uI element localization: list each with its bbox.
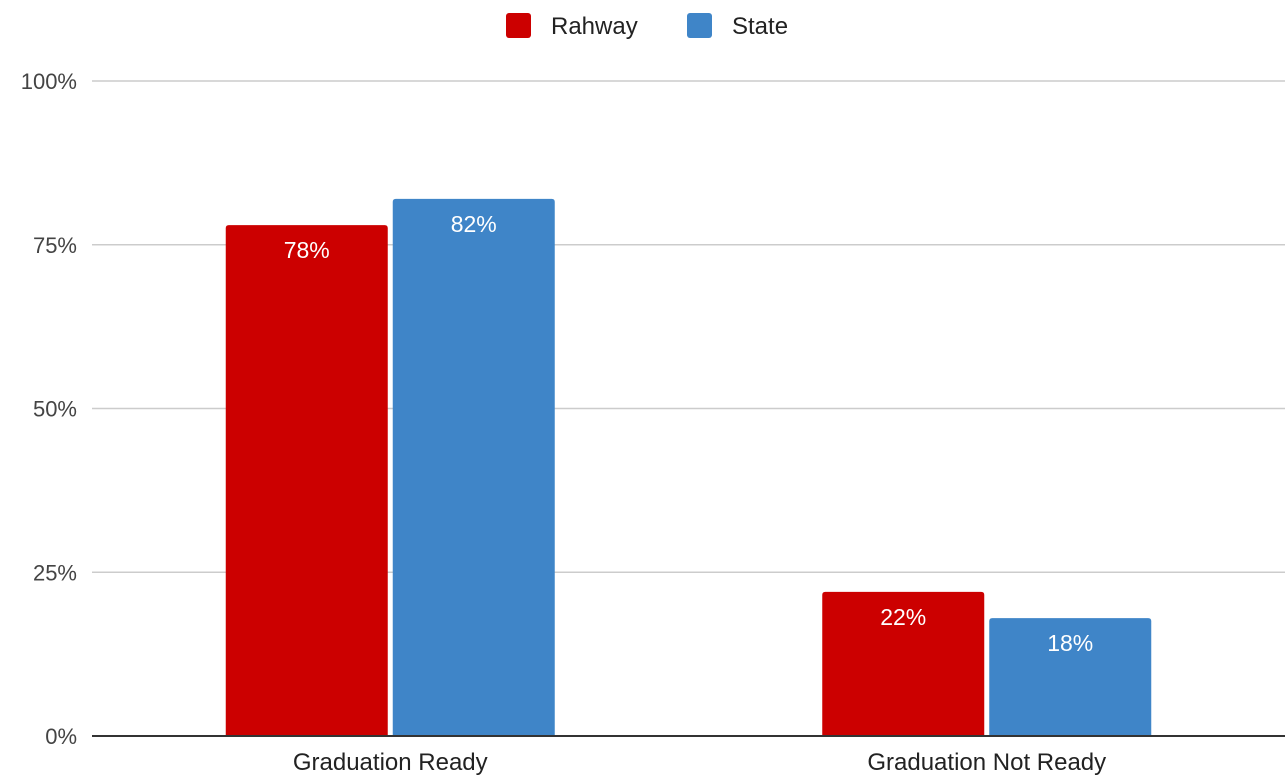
bar-state-0 [392, 198, 555, 736]
y-tick-label: 25% [33, 560, 77, 585]
bar-state-1 [989, 618, 1152, 736]
data-labels: 78% 82% 22% 18% [284, 211, 1094, 656]
data-label: 78% [284, 237, 330, 263]
legend-swatch-rahway [506, 13, 531, 38]
legend-label-rahway: Rahway [551, 13, 638, 40]
legend: Rahway State [506, 13, 788, 40]
data-label: 22% [880, 604, 926, 630]
y-tick-label: 75% [33, 233, 77, 258]
y-tick-label: 0% [45, 724, 77, 749]
axes: 0% 25% 50% 75% 100% Graduation Ready Graduatio… [21, 69, 1285, 776]
bar-rahway-0 [225, 225, 388, 736]
data-label: 18% [1047, 630, 1093, 656]
y-tick-label: 50% [33, 397, 77, 422]
bars [225, 198, 1152, 736]
category-label: Graduation Not Ready [867, 749, 1106, 775]
legend-label-state: State [732, 13, 788, 40]
bar-rahway-1 [822, 591, 985, 736]
data-label: 82% [451, 211, 497, 237]
legend-swatch-state [687, 13, 712, 38]
y-tick-label: 100% [21, 69, 77, 94]
category-label: Graduation Ready [293, 749, 488, 775]
